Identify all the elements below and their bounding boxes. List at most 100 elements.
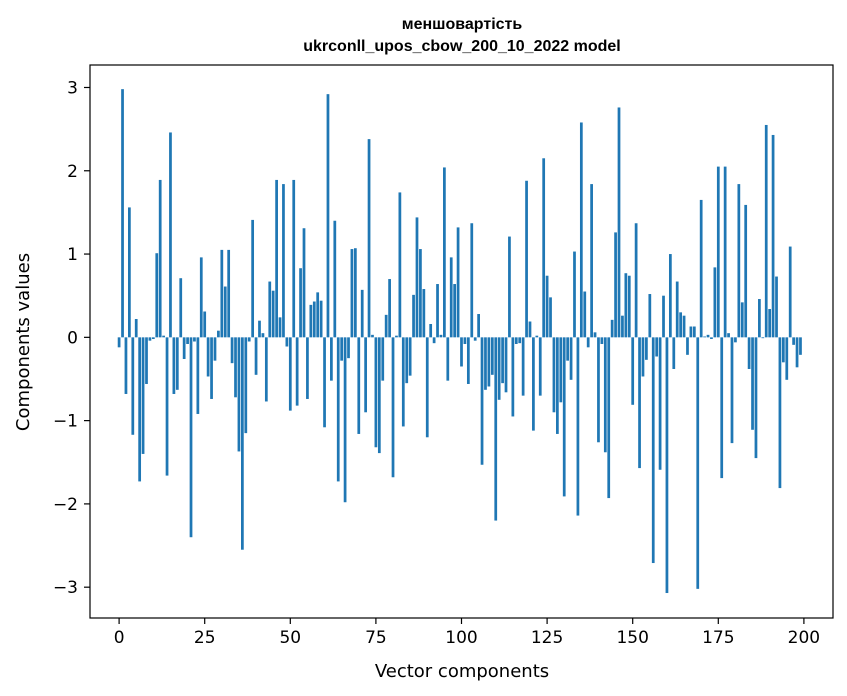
bar xyxy=(590,184,593,338)
bar xyxy=(241,337,244,550)
bar xyxy=(771,134,775,338)
bar xyxy=(501,337,504,384)
bar xyxy=(768,309,772,338)
bar xyxy=(395,335,398,338)
bar xyxy=(182,337,186,359)
y-tick-label: −3 xyxy=(53,578,78,598)
bar xyxy=(340,337,344,361)
bar xyxy=(720,337,724,479)
bar xyxy=(388,279,391,338)
bar xyxy=(138,337,142,482)
bar xyxy=(621,315,624,338)
bar xyxy=(566,337,570,361)
bar xyxy=(703,336,706,338)
bar xyxy=(586,337,590,348)
bar xyxy=(158,179,162,338)
bar xyxy=(593,332,597,338)
bar xyxy=(227,249,231,338)
x-tick-label: 200 xyxy=(788,628,820,648)
x-tick-label: 75 xyxy=(365,628,387,648)
bar xyxy=(436,284,439,338)
bar xyxy=(778,337,782,489)
bar xyxy=(217,330,220,338)
bar xyxy=(525,180,528,338)
bar xyxy=(347,337,350,359)
bar xyxy=(326,94,330,338)
bar xyxy=(545,275,549,338)
bar xyxy=(562,337,566,497)
y-tick-label: −2 xyxy=(53,495,78,515)
bar xyxy=(672,337,676,369)
bar xyxy=(668,254,672,338)
bar xyxy=(466,337,470,384)
bar xyxy=(230,337,234,364)
bar xyxy=(473,337,477,341)
bar xyxy=(627,275,631,338)
bar xyxy=(292,179,296,338)
bar xyxy=(391,337,395,478)
bar xyxy=(415,217,419,338)
bar xyxy=(213,337,217,361)
bar xyxy=(751,337,754,430)
bar xyxy=(556,337,559,434)
bar xyxy=(655,337,659,357)
bar xyxy=(353,248,357,338)
x-axis-label: Vector components xyxy=(375,661,549,682)
bar xyxy=(744,204,748,338)
bar xyxy=(710,337,713,340)
bar xyxy=(799,337,802,355)
bar xyxy=(261,333,265,338)
bar xyxy=(734,337,737,343)
bar xyxy=(716,166,720,338)
bar xyxy=(583,291,587,338)
bar xyxy=(316,292,320,338)
x-tick-label: 125 xyxy=(531,628,563,648)
bar xyxy=(456,227,460,338)
bar xyxy=(128,207,131,338)
bar xyxy=(538,337,542,396)
bar xyxy=(148,337,152,341)
bar xyxy=(312,301,316,338)
bar xyxy=(172,337,176,394)
bar xyxy=(446,337,450,381)
bar xyxy=(189,337,193,538)
bar xyxy=(412,294,415,338)
bar xyxy=(696,337,700,589)
bar xyxy=(223,286,227,338)
y-tick-label: 1 xyxy=(67,245,78,265)
bar xyxy=(199,257,203,338)
bar xyxy=(460,337,463,367)
bar xyxy=(288,337,292,411)
bar xyxy=(706,334,710,338)
bar xyxy=(470,223,474,338)
bar xyxy=(285,337,289,347)
bar xyxy=(723,166,727,338)
bar xyxy=(278,317,282,338)
plot-frame xyxy=(89,64,834,619)
bar xyxy=(617,107,621,338)
bar xyxy=(648,294,652,338)
bar xyxy=(484,337,487,390)
bar xyxy=(206,337,210,377)
chart-subtitle: ukrconll_upos_cbow_200_10_2022 model xyxy=(303,38,620,55)
bar xyxy=(244,337,248,434)
bars-group xyxy=(117,89,802,594)
bar xyxy=(514,337,518,344)
bar xyxy=(463,337,467,344)
bar xyxy=(364,337,367,413)
bar xyxy=(425,337,429,438)
bar xyxy=(258,320,261,338)
bar xyxy=(429,324,433,338)
chart-title: меншовартість xyxy=(402,16,523,33)
bar xyxy=(689,326,693,338)
bar xyxy=(237,337,241,452)
bar xyxy=(419,249,422,338)
bar xyxy=(662,295,665,338)
bar xyxy=(552,337,556,413)
bar xyxy=(549,297,552,338)
bar xyxy=(600,337,604,344)
bar xyxy=(764,124,768,338)
bar xyxy=(268,281,272,338)
bar xyxy=(343,337,347,503)
bar xyxy=(494,337,498,521)
